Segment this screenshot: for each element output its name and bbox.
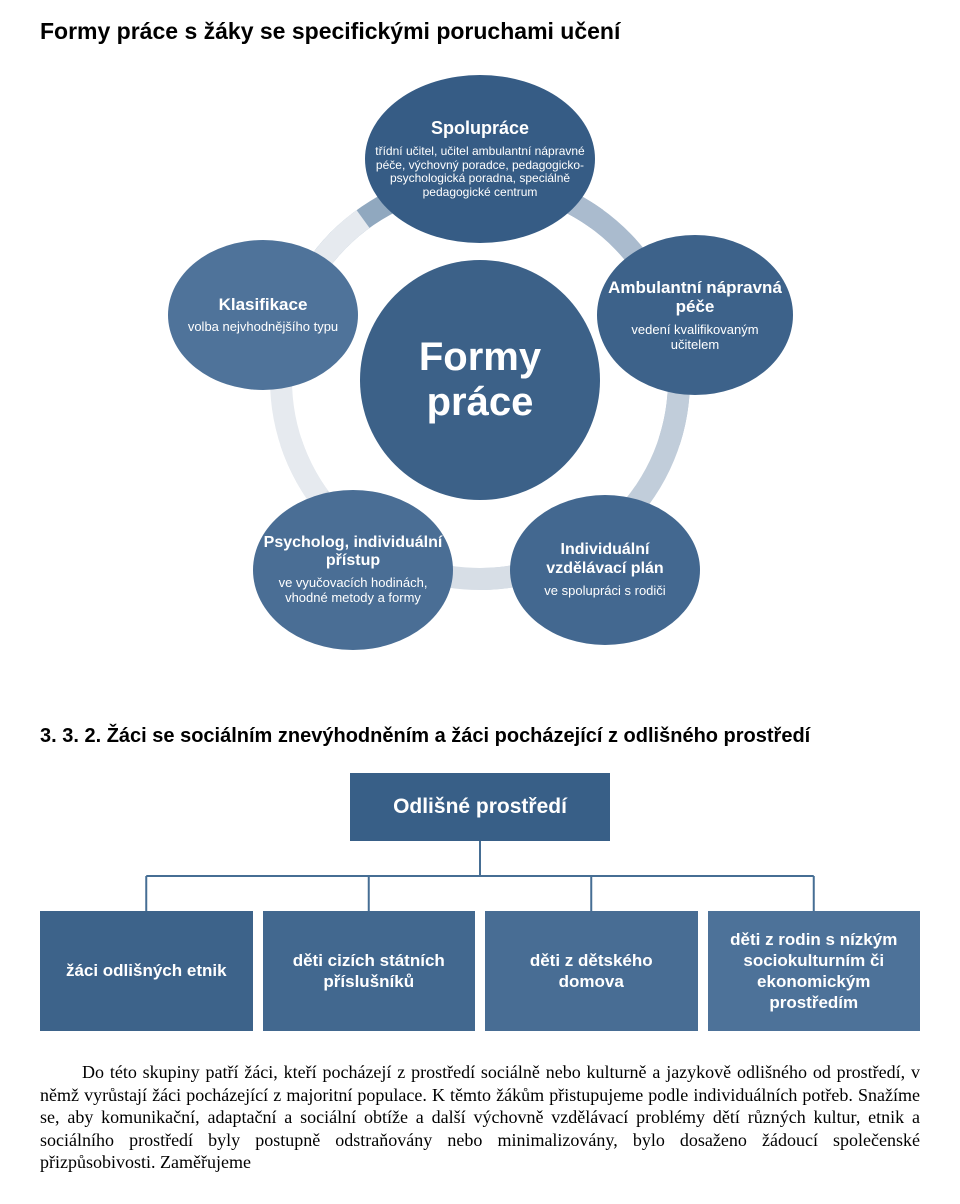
cycle-node-desc: volba nejvhodnějšího typu xyxy=(188,320,338,335)
cycle-diagram: Formypráce Spolupráce třídní učitel, učite… xyxy=(135,55,825,695)
cycle-node: Klasifikace volba nejvhodnějšího typu xyxy=(168,240,358,390)
cycle-node-title: Klasifikace xyxy=(219,295,308,315)
cycle-node-title: Individuální vzdělávací plán xyxy=(520,541,690,578)
hierarchy-leaf: děti cizích státních příslušníků xyxy=(263,911,476,1031)
center-line2: práce xyxy=(427,380,534,425)
hierarchy-leaf: děti z dětského domova xyxy=(485,911,698,1031)
cycle-node-desc: ve spolupráci s rodiči xyxy=(544,584,665,599)
cycle-node-desc: ve vyučovacích hodinách, vhodné metody a… xyxy=(263,576,443,606)
section-heading: 3. 3. 2. Žáci se sociálním znevýhodněním… xyxy=(40,725,920,748)
cycle-node-desc: třídní učitel, učitel ambulantní nápravn… xyxy=(375,145,585,200)
cycle-center: Formypráce xyxy=(360,260,600,500)
hierarchy-leaf: děti z rodin s nízkým sociokulturním či … xyxy=(708,911,921,1031)
hierarchy-leaf: žáci odlišných etnik xyxy=(40,911,253,1031)
cycle-node: Psycholog, individuální přístup ve vyučov… xyxy=(253,490,453,650)
hierarchy-root: Odlišné prostředí xyxy=(350,773,610,841)
page-title: Formy práce s žáky se specifickými poruc… xyxy=(40,18,920,45)
hierarchy-leaf-row: žáci odlišných etnikděti cizích státních… xyxy=(40,911,920,1031)
cycle-node: Ambulantní nápravná péče vedení kvalifiko… xyxy=(597,235,793,395)
cycle-node-title: Psycholog, individuální přístup xyxy=(263,534,443,571)
center-line1: Formy xyxy=(419,335,541,380)
hierarchy-diagram: Odlišné prostředí žáci odlišných etnikdě… xyxy=(40,773,920,1031)
cycle-node: Individuální vzdělávací plán ve spoluprác… xyxy=(510,495,700,645)
cycle-node-title: Spolupráce xyxy=(431,118,529,139)
body-paragraph: Do této skupiny patří žáci, kteří pocház… xyxy=(40,1061,920,1174)
cycle-node-desc: vedení kvalifikovaným učitelem xyxy=(607,323,783,353)
hierarchy-connectors xyxy=(40,841,920,911)
cycle-node: Spolupráce třídní učitel, učitel ambulant… xyxy=(365,75,595,243)
cycle-node-title: Ambulantní nápravná péče xyxy=(607,278,783,317)
